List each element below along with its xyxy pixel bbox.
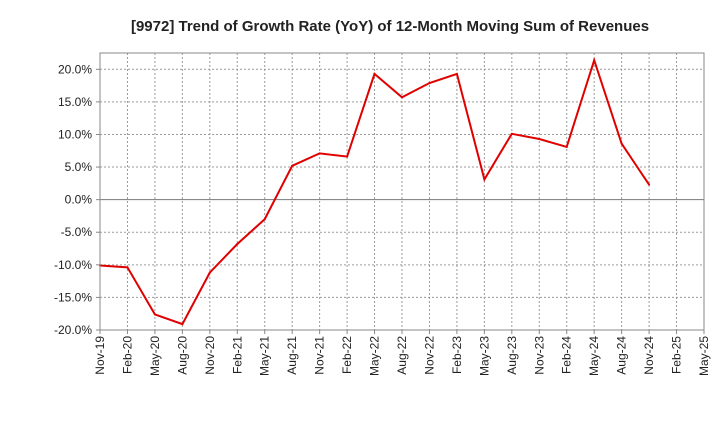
x-tick-label: May-22 [368,336,382,376]
y-tick-label: 20.0% [58,62,92,76]
x-tick-label: Aug-24 [615,336,629,375]
x-tick-label: May-23 [477,336,491,376]
x-tick-label: May-21 [258,336,272,376]
y-tick-label: -5.0% [61,225,93,239]
data-point [346,155,349,158]
y-tick-label: 0.0% [65,193,93,207]
data-point [126,266,129,269]
x-tick-label: Aug-21 [285,336,299,375]
y-tick-label: 10.0% [58,127,92,141]
x-tick-label: Nov-22 [422,336,436,375]
data-point [236,242,239,245]
x-tick-label: Nov-24 [642,336,656,375]
x-tick-label: Feb-21 [230,336,244,374]
y-tick-label: 15.0% [58,95,92,109]
x-tick-label: Nov-20 [203,336,217,375]
x-tick-label: Aug-22 [395,336,409,375]
x-tick-label: Aug-23 [505,336,519,375]
data-point [565,145,568,148]
y-axis-ticks: -20.0% -15.0% -10.0% -5.0% 0.0% 5.0% 10.0% 15.0… [54,62,100,337]
chart-title: [9972] Trend of Growth Rate (YoY) of 12-… [131,18,649,35]
y-tick-label: 5.0% [65,160,93,174]
x-tick-label: Nov-23 [532,336,546,375]
x-tick-label: May-20 [148,336,162,376]
data-point [153,313,156,316]
data-point [373,72,376,75]
x-tick-label: Feb-25 [670,336,684,374]
x-tick-label: Feb-20 [120,336,134,374]
x-tick-label: Aug-20 [175,336,189,375]
data-point [263,218,266,221]
x-tick-label: Nov-19 [93,336,107,375]
x-tick-label: Feb-23 [450,336,464,374]
data-point [208,271,211,274]
data-point [401,96,403,99]
data-point [538,138,541,141]
plot-area-frame [99,52,705,331]
data-point [483,178,486,181]
x-tick-label: Feb-22 [340,336,354,374]
x-tick-label: Feb-24 [560,336,574,374]
data-point [620,142,623,145]
x-tick-label: May-24 [587,336,601,376]
x-tick-label: Nov-21 [313,336,327,375]
data-point [291,164,294,167]
data-point [455,72,458,75]
grid-layer [100,53,704,331]
x-tick-label: May-25 [697,336,711,376]
data-point [593,59,596,62]
data-point [318,152,321,155]
data-point [510,132,513,135]
x-axis-ticks: Nov-19 Feb-20 May-20 Aug-20 Nov-20 Feb-21 May-… [93,330,711,376]
data-point [648,183,651,186]
y-tick-label: -15.0% [54,290,92,304]
series-line [99,56,650,326]
y-tick-label: -20.0% [54,323,92,337]
data-point [181,323,184,326]
y-tick-label: -10.0% [54,258,92,272]
data-point [428,81,431,84]
